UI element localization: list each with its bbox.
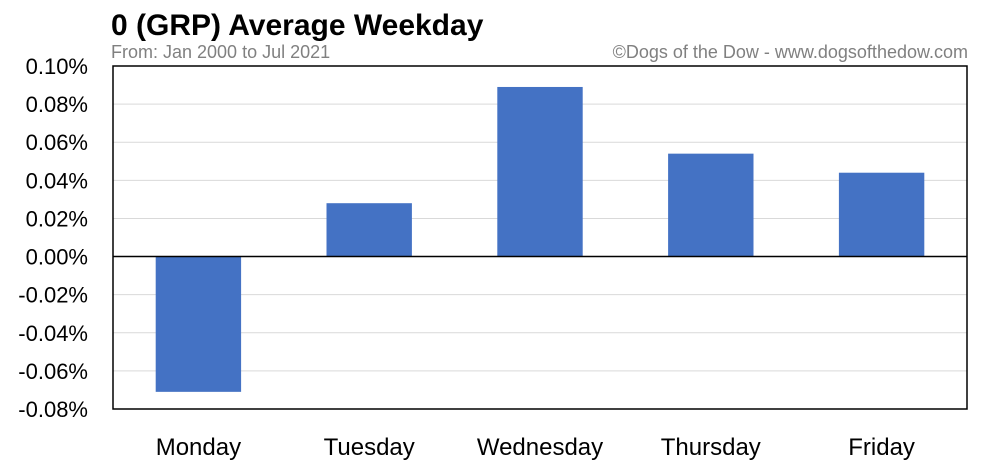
chart-credit: ©Dogs of the Dow - www.dogsofthedow.com <box>613 42 968 62</box>
bar-friday <box>838 172 925 257</box>
bar-wednesday <box>497 86 583 257</box>
bar-thursday <box>668 153 754 257</box>
bar-tuesday <box>326 203 412 257</box>
bar-monday <box>155 256 242 392</box>
y-tick-label: -0.06% <box>18 359 88 384</box>
x-tick-label: Monday <box>156 434 241 461</box>
x-tick-label: Tuesday <box>324 434 415 461</box>
y-tick-label: 0.08% <box>26 92 88 117</box>
chart-title: 0 (GRP) Average Weekday <box>111 9 484 42</box>
axes <box>112 65 968 410</box>
y-tick-label: 0.06% <box>26 130 88 155</box>
y-tick-label: 0.04% <box>26 168 88 193</box>
x-tick-label: Friday <box>848 434 915 461</box>
x-axis-ticks: Monday Tuesday Wednesday Thursday Friday <box>156 434 915 461</box>
plot-border <box>112 65 968 410</box>
y-tick-label: 0.10% <box>26 54 88 79</box>
y-tick-label: -0.04% <box>18 321 88 346</box>
y-tick-label: -0.02% <box>18 283 88 308</box>
y-tick-label: 0.02% <box>26 206 88 231</box>
bars <box>155 86 925 392</box>
y-tick-label: 0.00% <box>26 245 88 270</box>
chart-subtitle: From: Jan 2000 to Jul 2021 <box>111 42 330 62</box>
x-tick-label: Thursday <box>661 434 761 461</box>
y-axis-ticks: 0.10% 0.08% 0.06% 0.04% 0.02% 0.00% -0.02% -0.0… <box>18 54 88 422</box>
y-tick-label: -0.08% <box>18 397 88 422</box>
x-tick-label: Wednesday <box>477 434 603 461</box>
